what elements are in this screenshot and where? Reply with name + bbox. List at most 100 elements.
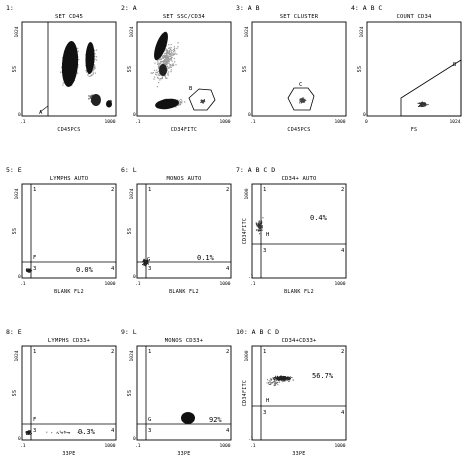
quadrant-label-2: 2 [341,187,344,193]
gate-label: F [33,255,36,261]
bright-cluster [106,100,112,108]
panel-title: SET SSC/CD34 [163,14,206,20]
x-axis-label: CD45PCS [57,127,80,133]
quadrant-label-3: 3 [148,266,151,272]
quadrant-label-4: 4 [226,428,230,434]
scatter-data [400,59,462,117]
x-tick-right: 1024 [449,119,460,125]
panel-number-label: 3: A B [236,4,260,12]
quadrant-lines [252,346,346,440]
gate-label: B [189,86,193,92]
x-tick-right: 1000 [219,281,230,287]
x-tick-right: 1000 [104,119,115,125]
lymphocyte-cluster [91,94,101,106]
panel-title: SET CLUSTER [280,14,319,20]
x-tick-left: .1 [135,119,141,125]
gate-polygon [188,88,216,111]
quadrant-lines [137,346,231,440]
quadrant-label-1: 1 [263,349,266,355]
x-tick-right: 1000 [334,281,345,287]
y-axis-label: CD34FITC [242,218,248,244]
x-tick-left: 0 [365,119,368,125]
quadrant-label-2: 2 [226,187,229,193]
x-tick-left: .1 [20,119,26,125]
quadrant-label-4: 4 [111,266,115,272]
quadrant-lines [137,184,231,278]
quadrant-label-4: 4 [111,428,115,434]
y-tick-bottom: 0 [133,274,136,280]
scatter-data [39,22,112,116]
x-tick-right: 1000 [219,443,230,449]
y-tick-top: 1024 [359,26,365,37]
y-tick-top: 1000 [244,188,250,199]
y-tick-top: 1024 [129,188,135,199]
y-axis-label: SS [12,228,18,235]
panel-5: 5: E LYMPHS AUTO 1024 0.1 1000 BLANK FL2 SS 1 2 3… [6,166,117,295]
x-tick-left: .1 [20,443,26,449]
panel-title: MONOS AUTO [166,176,201,182]
quadrant-label-3: 3 [33,266,36,272]
panel-title: CD34+CD33+ [281,338,317,344]
plot-frame [136,21,232,117]
y-axis-label: SS [127,66,133,73]
quadrant-label-1: 1 [148,349,151,355]
percentage-value: 0.3% [78,428,96,436]
scatter-data [22,184,116,278]
x-axis-label: 33PE [292,451,305,457]
gate-label: F [33,417,36,423]
granulocyte-cluster [61,41,79,87]
x-tick-right: 1000 [219,119,230,125]
y-tick-top: 1024 [14,350,20,361]
y-axis-label: SS [242,66,248,73]
panel-1: 1: SET CD45 1024 0.1 1000 CD45PCS SS A [6,4,117,133]
percentage-value: 92% [209,416,222,424]
gate-label: B [453,62,457,68]
scatter-data [252,184,346,278]
x-axis-label: CD45PCS [287,127,310,133]
panel-number-label: 8: E [6,328,22,336]
y-axis-label: SS [12,390,18,397]
panel-number-label: 2: A [121,4,137,12]
percentage-value: 56.7% [312,372,334,380]
x-tick-left: .1 [135,281,141,287]
y-tick-top: 1024 [129,350,135,361]
x-axis-label: FS [411,127,418,133]
quadrant-lines [22,184,116,278]
y-axis-label: CD34FITC [242,380,248,406]
low-scatter-cluster [155,98,179,110]
panel-4: 4: A B C COUNT CD34 1024 00 1024 FS SS B [351,4,462,133]
x-tick-right: 1000 [334,443,345,449]
panel-8: 8: E LYMPHS CD33+ 1024 0.1 1000 33PE SS 1 2 3 4 F 0.… [6,328,117,457]
y-tick-top: 1024 [14,188,20,199]
y-tick-bottom: .1 [248,274,254,280]
gate-label: A [39,110,43,116]
plot-frame [251,21,347,117]
quadrant-label-3: 3 [263,248,266,254]
y-tick-bottom: 0 [18,436,21,442]
scatter-data [137,346,231,440]
quadrant-label-1: 1 [263,187,266,193]
gate-polygon [287,87,315,111]
x-axis-label: 33PE [62,451,75,457]
quadrant-label-1: 1 [148,187,151,193]
x-axis-label: BLANK FL2 [284,289,314,295]
quadrant-label-4: 4 [341,410,345,416]
plot-frame [21,21,117,117]
panel-title: SET CD45 [55,14,83,20]
y-tick-top: 1024 [14,26,20,37]
panel-number-label: 9: L [121,328,137,336]
scatter-data [137,184,231,278]
y-tick-top: 1000 [244,350,250,361]
panel-number-label: 1: [6,4,14,12]
quadrant-lines [22,346,116,440]
panel-title: MONOS CD33+ [165,338,204,344]
x-tick-right: 1000 [104,281,115,287]
panel-6: 6: L MONOS AUTO 1024 0.1 1000 BLANK FL2 SS 1 2 3 4… [121,166,232,295]
x-tick-right: 1000 [334,119,345,125]
x-tick-left: .1 [250,443,256,449]
x-axis-label: BLANK FL2 [169,289,199,295]
gate-label: G [148,417,151,423]
plot-frame [136,345,232,441]
plot-frame [21,345,117,441]
